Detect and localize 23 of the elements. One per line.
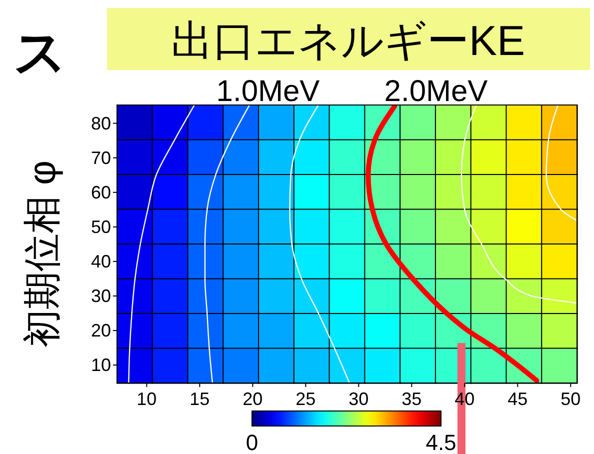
- x-tick-label: 35: [402, 389, 422, 409]
- y-axis-title: 初期位相 φ: [22, 160, 64, 348]
- y-tick-label: 60: [90, 182, 111, 202]
- x-tick-label: 30: [348, 389, 369, 409]
- x-tick-label: 10: [136, 389, 157, 409]
- x-tick-label: 15: [190, 389, 210, 409]
- annotation: 1.0MeV: [216, 75, 320, 108]
- x-tick-label: 20: [242, 389, 263, 409]
- chart-title: 出口エネルギーKE: [170, 17, 526, 64]
- y-tick-label: 50: [90, 216, 111, 237]
- x-tick-label: 45: [508, 389, 528, 409]
- y-tick-label: 30: [90, 286, 111, 306]
- y-tick-label: 20: [90, 320, 111, 341]
- y-tick-label: 70: [90, 148, 111, 168]
- color-bar-label: 4.5: [426, 430, 456, 454]
- x-tick-label: 25: [296, 389, 316, 409]
- color-bar-label: 0: [246, 430, 258, 454]
- y-tick-label: 10: [90, 355, 111, 376]
- x-tick-label: 50: [560, 389, 581, 409]
- annotation: 2.0MeV: [384, 75, 488, 108]
- y-tick-label: 80: [90, 113, 111, 134]
- y-tick-label: 40: [90, 251, 111, 272]
- text: ス: [14, 24, 66, 82]
